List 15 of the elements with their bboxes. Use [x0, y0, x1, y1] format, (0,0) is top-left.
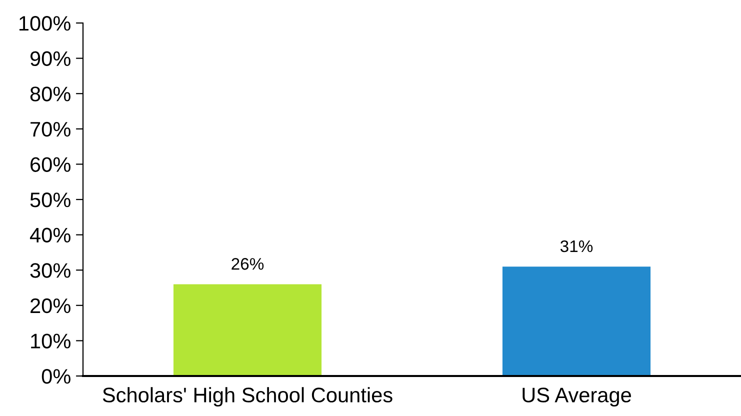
- y-tick-label: 30%: [30, 263, 70, 278]
- y-tick-label: 50%: [30, 192, 70, 208]
- y-tick-label: 40%: [30, 228, 70, 243]
- y-tick-label: 60%: [30, 157, 70, 172]
- y-tick-label: 100%: [20, 16, 70, 31]
- y-tick-label: 10%: [31, 334, 70, 348]
- y-tick-label: 20%: [30, 298, 70, 314]
- data-label: 31%: [560, 240, 593, 252]
- y-tick-label: 80%: [30, 86, 70, 102]
- y-tick-label: 0%: [42, 369, 70, 384]
- data-label: 26%: [232, 258, 264, 270]
- y-tick-label: 90%: [30, 51, 70, 66]
- x-tick-label: Scholars' High School Counties: [102, 387, 392, 407]
- x-tick-label: US Average: [522, 388, 631, 407]
- y-tick-label: 70%: [30, 122, 70, 137]
